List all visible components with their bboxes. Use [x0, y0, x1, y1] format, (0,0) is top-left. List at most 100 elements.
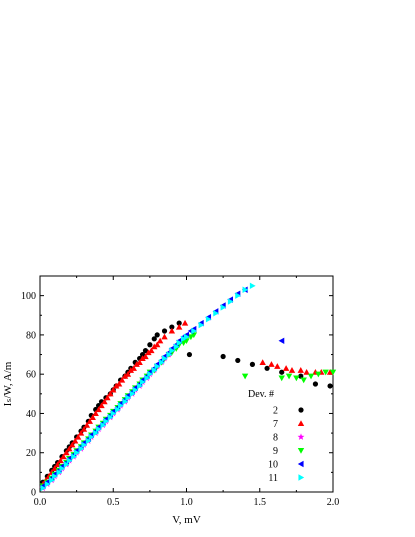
data-point: [139, 351, 146, 358]
data-point: [57, 457, 64, 464]
data-point: [59, 465, 66, 472]
x-tick-label: 0.5: [107, 497, 120, 508]
data-point: [190, 332, 198, 339]
data-point: [81, 441, 88, 449]
data-point: [78, 445, 85, 452]
data-point: [278, 337, 285, 344]
data-point: [66, 445, 73, 452]
data-point: [322, 369, 329, 376]
data-point: [166, 351, 173, 358]
data-point: [154, 341, 161, 348]
legend-marker: [297, 433, 305, 440]
data-point: [51, 465, 58, 471]
x-tick-label: 1.5: [254, 497, 267, 508]
legend-label: 9: [273, 446, 278, 457]
data-point: [241, 373, 249, 380]
data-point: [129, 390, 136, 398]
data-point: [326, 369, 334, 375]
data-point: [183, 333, 190, 341]
data-point: [249, 282, 256, 290]
data-point: [168, 327, 176, 334]
data-point: [274, 363, 281, 369]
series-dev-2: [40, 320, 333, 485]
data-point: [110, 386, 117, 393]
data-point: [297, 367, 304, 373]
data-point: [242, 286, 249, 293]
data-point: [49, 477, 55, 484]
data-point: [147, 370, 154, 378]
data-point: [74, 433, 82, 440]
data-point: [279, 369, 285, 375]
data-point: [71, 453, 77, 460]
data-point: [142, 353, 149, 360]
data-point: [77, 429, 85, 436]
plot-frame: [39, 275, 334, 493]
data-point: [161, 328, 168, 334]
legend-marker: [297, 460, 304, 468]
data-point: [56, 469, 63, 476]
data-point: [142, 348, 149, 354]
data-point: [83, 422, 91, 428]
data-point: [312, 381, 319, 387]
data-point: [186, 351, 193, 358]
data-point: [187, 334, 195, 341]
data-point: [137, 382, 143, 390]
data-point: [122, 398, 129, 405]
data-point: [220, 304, 227, 311]
data-point: [121, 372, 129, 379]
data-point: [235, 357, 241, 364]
legend-title: Dev. #: [248, 389, 274, 400]
data-point: [139, 355, 146, 362]
x-tick-label: 2.0: [327, 497, 340, 508]
data-point: [80, 425, 88, 432]
data-point: [169, 347, 176, 354]
data-point: [198, 321, 205, 329]
data-point: [161, 355, 168, 362]
x-tick-label: 0.0: [34, 497, 47, 508]
y-tick-label: 60: [26, 370, 36, 381]
data-point: [40, 484, 47, 492]
data-point: [315, 371, 322, 378]
data-point: [69, 441, 76, 448]
legend-marker: [298, 474, 305, 481]
y-tick-label: 100: [21, 291, 36, 302]
data-point: [249, 361, 256, 367]
data-point: [107, 414, 114, 421]
data-point: [259, 359, 266, 365]
series-dev-11: [40, 282, 256, 492]
data-point: [156, 337, 164, 344]
data-point: [220, 353, 226, 360]
series-dev-10: [39, 286, 285, 490]
data-point: [112, 382, 120, 389]
data-point: [151, 367, 158, 374]
data-point: [98, 402, 105, 409]
data-point: [282, 365, 290, 371]
x-tick-label: 1.0: [180, 497, 193, 508]
data-point: [205, 316, 212, 323]
data-point: [130, 365, 137, 371]
plot-border: [39, 275, 334, 493]
data-point: [44, 480, 51, 488]
x-axis-label: V, mV: [172, 514, 201, 526]
legend-label: 2: [273, 406, 278, 417]
series-dev-7: [39, 319, 334, 487]
data-point: [144, 374, 151, 382]
legend-marker: [298, 407, 304, 413]
data-point: [115, 380, 123, 387]
data-point: [176, 320, 182, 326]
data-point: [278, 375, 285, 382]
data-point: [63, 461, 70, 468]
data-point: [288, 367, 296, 373]
data-point: [101, 398, 108, 405]
legend-label: 8: [273, 433, 278, 444]
data-point: [268, 361, 275, 367]
data-point: [327, 383, 333, 389]
data-point: [124, 370, 132, 377]
data-point: [85, 437, 92, 445]
data-point: [74, 449, 80, 456]
data-point: [100, 422, 107, 429]
data-point: [293, 375, 300, 382]
legend-label: 7: [273, 419, 278, 430]
data-point: [154, 363, 161, 370]
